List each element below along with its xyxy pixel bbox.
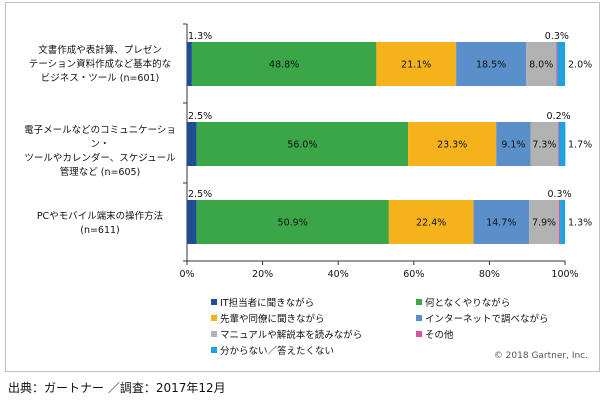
bar-segment-other-2 [558,122,559,166]
x-tick-100: 100% [551,269,579,280]
legend-label-unknown: 分からない／答えたくない [220,346,335,357]
data-label-internet-2: 9.1% [501,140,525,151]
legend-swatch-internet [416,315,422,321]
bar-segment-it-staff-2 [187,122,197,166]
category-label-2: 電子メールなどのコミュニケーション・ ツールやカレンダー、スケジュール 管理など… [16,124,184,180]
category-label-1-line-1: 文書作成や表計算、プレゼン [38,45,162,56]
legend-label-manual: マニュアルや解説本を読みながら [220,330,363,341]
legend-swatch-unknown [211,347,217,353]
data-label-it-staff-2: 2.5% [188,111,212,122]
legend-swatch-it-staff [211,299,217,305]
data-label-internet-3: 14.7% [486,218,516,229]
bar-segment-manual-2 [530,122,559,166]
x-tick-60: 60% [403,269,425,280]
chart-frame: 1.3% 48.8% 21.1% 18.5% 8.0% 0.3% 2.0% 2.5% 56.0%… [5,2,600,372]
x-tick-40: 40% [327,269,349,280]
x-tick-20: 20% [252,269,274,280]
bar-segment-unknown-1 [557,42,565,86]
bar-segment-manual-1 [526,42,557,86]
legend-swatch-other [416,331,422,337]
data-label-unknown-2: 1.7% [568,140,592,151]
data-label-other-1: 0.3% [545,31,569,42]
legend-label-trial: 何となくやりながら [425,298,511,309]
bar-segment-trial-3 [196,200,389,244]
data-label-colleagues-2: 23.3% [437,140,467,151]
data-label-trial-1: 48.8% [269,60,299,71]
bar-segment-trial-1 [191,42,377,86]
bar-segment-internet-1 [456,42,527,86]
data-label-unknown-1: 2.0% [568,60,592,71]
category-label-3: PCやモバイル端末の操作方法 (n=611) [16,210,184,238]
copyright-notice: © 2018 Gartner, Inc. [493,351,588,361]
bar-segment-internet-2 [496,122,531,166]
category-label-2-line-1: 電子メールなどのコミュニケーション・ [24,125,176,150]
bar-segment-colleagues-1 [376,42,457,86]
data-label-unknown-3: 1.3% [568,218,592,229]
category-label-3-line-2: (n=611) [80,225,120,236]
legend-item-internet: インターネットで調べながら [416,311,549,325]
bar-segment-other-3 [558,200,561,244]
bar-segment-unknown-2 [558,122,566,166]
data-label-colleagues-3: 22.4% [416,218,446,229]
legend-label-it-staff: IT担当者に聞きながら [220,298,315,309]
bar-segment-it-staff-3 [187,200,197,244]
data-label-manual-2: 7.3% [532,140,556,151]
category-label-2-line-2: ツールやカレンダー、スケジュール [24,153,176,164]
category-label-1-line-3: ビジネス・ツール (n=601) [40,73,160,84]
category-label-1: 文書作成や表計算、プレゼン テーション資料作成など基本的な ビジネス・ツール (… [16,44,184,86]
source-caption: 出典：ガートナー ／調査：2017年12月 [8,381,226,395]
bar-segment-colleagues-2 [408,122,497,166]
bar-segment-unknown-3 [560,200,565,244]
x-tick-0: 0% [179,269,195,280]
legend-swatch-colleagues [211,315,217,321]
bar-segment-manual-3 [529,200,559,244]
data-label-trial-3: 50.9% [278,218,308,229]
data-label-other-3: 0.3% [547,189,571,200]
bar-segment-colleagues-3 [388,200,474,244]
data-label-it-staff-1: 1.3% [188,31,212,42]
category-label-1-line-2: テーション資料作成など基本的な [28,59,172,70]
legend-swatch-manual [211,331,217,337]
data-label-manual-1: 8.0% [529,60,553,71]
legend-item-it-staff: IT担当者に聞きながら [211,295,314,309]
legend-item-manual: マニュアルや解説本を読みながら [211,327,362,341]
category-label-3-line-1: PCやモバイル端末の操作方法 [36,211,164,222]
data-label-manual-3: 7.9% [532,218,556,229]
data-label-other-2: 0.2% [547,111,571,122]
data-label-colleagues-1: 21.1% [401,60,431,71]
data-label-it-staff-3: 2.5% [188,189,212,200]
legend-item-unknown: 分からない／答えたくない [211,343,334,357]
bar-segment-trial-2 [196,122,409,166]
bar-segment-it-staff-1 [187,42,192,86]
bar-segment-other-1 [556,42,558,86]
data-label-trial-2: 56.0% [287,140,317,151]
legend-label-internet: インターネットで調べながら [425,314,549,325]
data-label-internet-1: 18.5% [476,60,506,71]
stacked-bar-chart: 1.3% 48.8% 21.1% 18.5% 8.0% 0.3% 2.0% 2.5% 56.0%… [183,23,592,265]
bar-segment-internet-3 [473,200,530,244]
legend-item-colleagues: 先輩や同僚に聞きながら [211,311,325,325]
legend-item-trial: 何となくやりながら [416,295,510,309]
category-label-2-line-3: 管理など (n=605) [59,167,141,178]
x-tick-80: 80% [478,269,500,280]
legend-item-other: その他 [416,327,454,341]
legend-label-colleagues: 先輩や同僚に聞きながら [220,314,325,325]
legend-swatch-trial [416,299,422,305]
legend-label-other: その他 [425,330,454,341]
